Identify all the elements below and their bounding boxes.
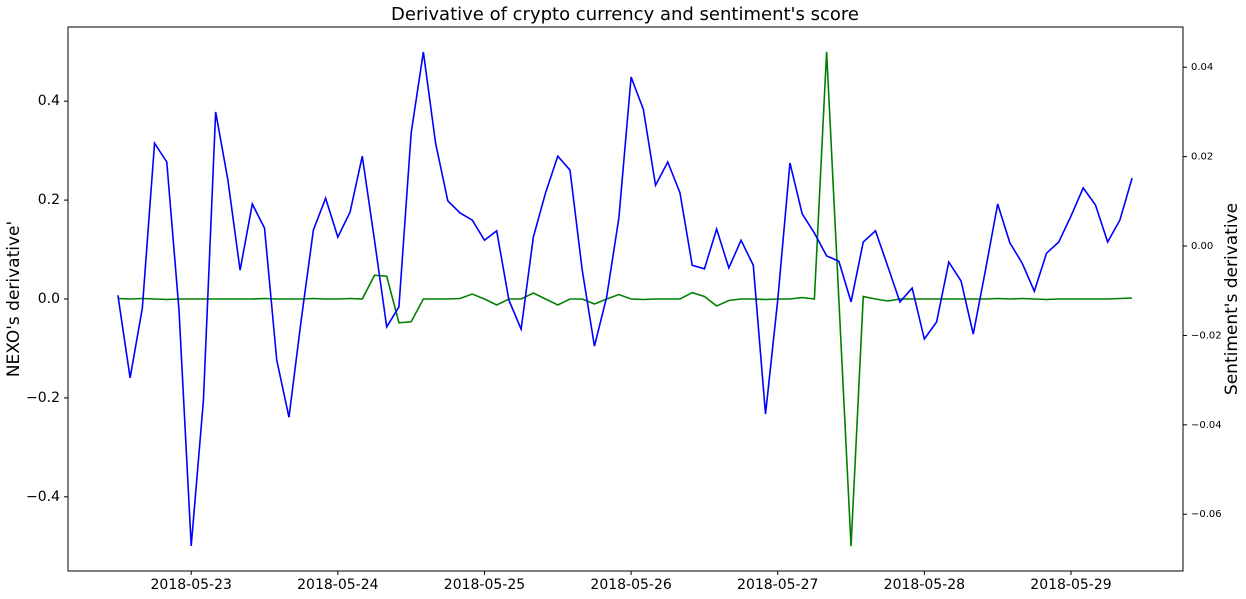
x-tick-label: 2018-05-29 — [1030, 577, 1111, 593]
y-tick-label: −0.4 — [26, 489, 60, 505]
data-line — [117, 51, 1133, 547]
y2-tick-label: −0.06 — [1191, 509, 1222, 520]
y2-tick-label: −0.04 — [1191, 420, 1222, 431]
y-tick-label: −0.2 — [26, 390, 60, 406]
y-axis-label: NEXO's derivative' — [4, 221, 24, 377]
chart-title: Derivative of crypto currency and sentim… — [391, 4, 859, 25]
x-tick-label: 2018-05-24 — [297, 577, 378, 593]
x-tick-label: 2018-05-26 — [590, 577, 671, 593]
y2-tick-label: 0.04 — [1191, 62, 1213, 73]
x-tick-label: 2018-05-23 — [151, 577, 232, 593]
data-line — [117, 51, 1133, 547]
y2-tick-label: 0.00 — [1191, 241, 1213, 252]
y2-axis-label: Sentiment's derivative — [1222, 203, 1242, 395]
y-tick-label: 0.2 — [38, 192, 60, 208]
x-tick-label: 2018-05-25 — [444, 577, 525, 593]
x-tick-label: 2018-05-28 — [884, 577, 965, 593]
x-tick-label: 2018-05-27 — [737, 577, 818, 593]
y2-tick-label: −0.02 — [1191, 330, 1222, 341]
y-tick-label: 0.0 — [38, 291, 60, 307]
y-tick-label: 0.4 — [38, 93, 60, 109]
y2-tick-label: 0.02 — [1191, 152, 1213, 163]
